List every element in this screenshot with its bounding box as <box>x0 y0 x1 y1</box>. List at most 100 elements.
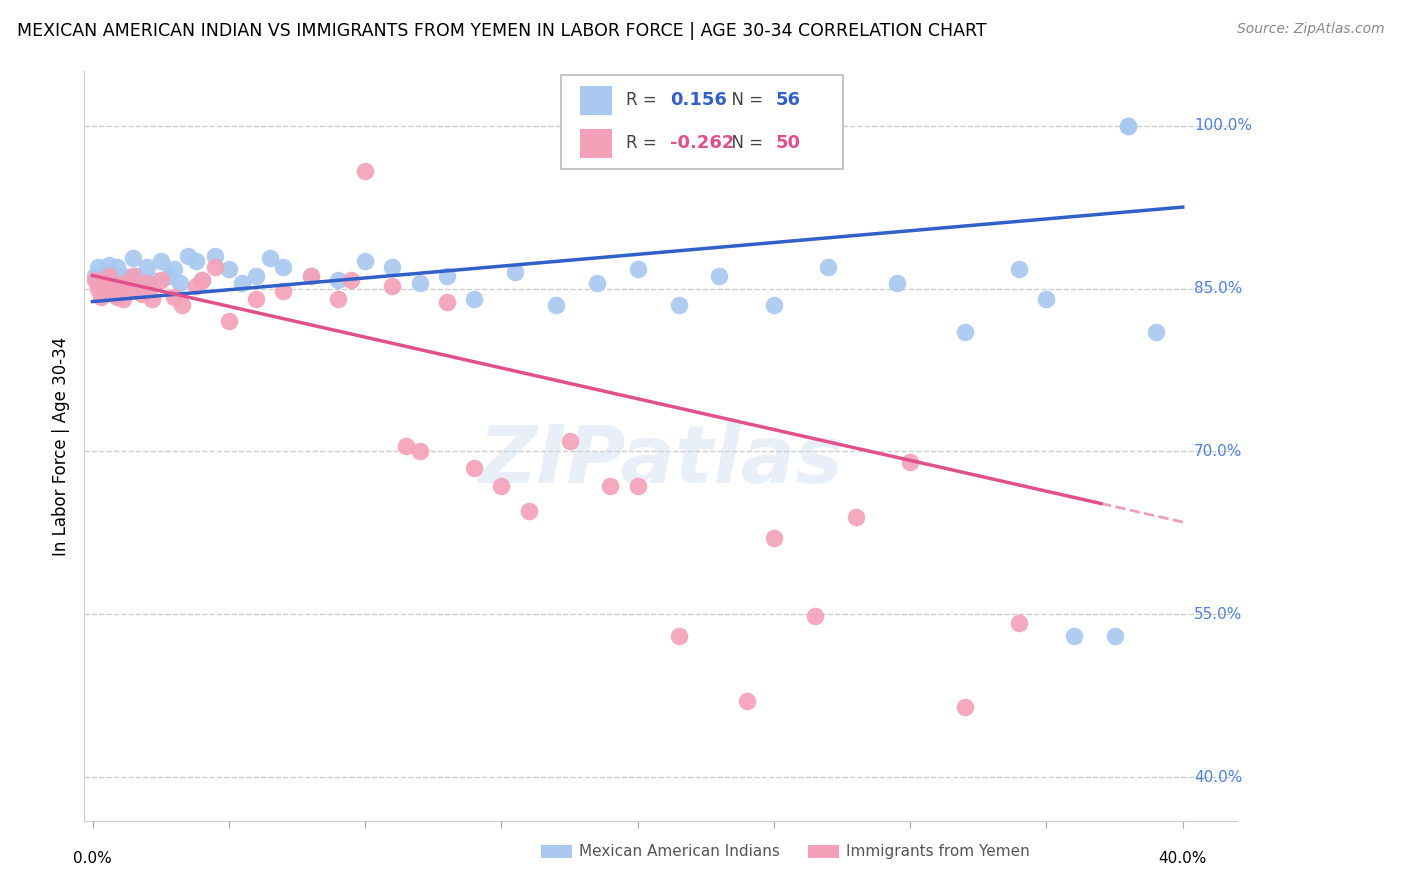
Point <box>1116 119 1139 133</box>
Text: Source: ZipAtlas.com: Source: ZipAtlas.com <box>1237 22 1385 37</box>
Point <box>627 479 650 493</box>
Text: R =: R = <box>626 91 662 110</box>
Text: 40.0%: 40.0% <box>1194 770 1243 785</box>
Point <box>804 609 827 624</box>
Point <box>326 293 349 307</box>
Y-axis label: In Labor Force | Age 30-34: In Labor Force | Age 30-34 <box>52 336 70 556</box>
Point <box>100 276 122 290</box>
Point <box>163 262 186 277</box>
Point <box>668 298 690 312</box>
Point <box>1144 325 1167 339</box>
Point <box>149 254 172 268</box>
Point <box>136 260 159 274</box>
Point <box>184 254 207 268</box>
Point <box>886 276 908 290</box>
Point <box>218 314 240 328</box>
Bar <box>581 129 613 158</box>
Point <box>141 273 163 287</box>
Point <box>90 275 112 289</box>
Point <box>408 276 430 290</box>
Text: 70.0%: 70.0% <box>1194 444 1243 458</box>
Text: MEXICAN AMERICAN INDIAN VS IMMIGRANTS FROM YEMEN IN LABOR FORCE | AGE 30-34 CORR: MEXICAN AMERICAN INDIAN VS IMMIGRANTS FR… <box>17 22 987 40</box>
Point <box>953 699 976 714</box>
Text: 0.156: 0.156 <box>671 91 727 110</box>
Text: 0.0%: 0.0% <box>73 851 112 866</box>
Text: -0.262: -0.262 <box>671 135 734 153</box>
Point <box>90 290 112 304</box>
Point <box>122 251 145 265</box>
Point <box>97 268 120 283</box>
Point <box>117 284 139 298</box>
Point <box>953 325 976 339</box>
Point <box>817 260 839 274</box>
Point <box>436 268 458 283</box>
Point <box>299 268 322 283</box>
Point <box>1035 293 1057 307</box>
Point <box>354 164 377 178</box>
Text: Immigrants from Yemen: Immigrants from Yemen <box>846 845 1031 859</box>
Point <box>84 268 107 283</box>
Point <box>231 276 253 290</box>
Text: 55.0%: 55.0% <box>1194 607 1243 622</box>
Point <box>105 290 128 304</box>
Point <box>381 279 404 293</box>
Point <box>245 293 267 307</box>
Point <box>1104 629 1126 643</box>
Point <box>125 268 148 283</box>
Text: 56: 56 <box>776 91 801 110</box>
Point <box>218 262 240 277</box>
Text: N =: N = <box>721 135 768 153</box>
Point <box>117 273 139 287</box>
Point <box>585 276 607 290</box>
Bar <box>581 87 613 115</box>
Point <box>111 268 134 283</box>
Point <box>172 298 194 312</box>
Point <box>141 293 163 307</box>
Point <box>463 293 485 307</box>
Point <box>190 273 212 287</box>
FancyBboxPatch shape <box>561 75 844 169</box>
Point <box>558 434 581 448</box>
Point <box>354 254 377 268</box>
Point <box>177 249 200 263</box>
Text: 85.0%: 85.0% <box>1194 281 1243 296</box>
Point <box>204 260 226 274</box>
Point <box>97 258 120 272</box>
Point <box>245 268 267 283</box>
Point <box>395 439 418 453</box>
Point <box>169 276 191 290</box>
Point <box>108 279 131 293</box>
Point <box>190 273 212 287</box>
Text: 100.0%: 100.0% <box>1194 118 1251 133</box>
Text: ZIPatlas: ZIPatlas <box>478 422 844 500</box>
Point <box>149 273 172 287</box>
Point <box>114 284 136 298</box>
Point <box>96 284 118 298</box>
Point <box>204 249 226 263</box>
Point <box>381 260 404 274</box>
Point <box>114 276 136 290</box>
Point <box>1116 119 1139 133</box>
Point <box>273 284 295 298</box>
Point <box>898 455 921 469</box>
Point <box>100 279 122 293</box>
Point <box>105 260 128 274</box>
Point <box>408 444 430 458</box>
Text: 50: 50 <box>776 135 801 153</box>
Point <box>1008 262 1031 277</box>
Point <box>1008 615 1031 630</box>
Point <box>87 281 110 295</box>
Point <box>131 287 153 301</box>
Point <box>96 265 118 279</box>
Point <box>544 298 567 312</box>
Point <box>93 284 115 298</box>
Point <box>87 260 110 274</box>
Point <box>1063 629 1085 643</box>
Text: R =: R = <box>626 135 662 153</box>
Point <box>103 281 125 295</box>
Point <box>184 279 207 293</box>
Point <box>326 273 349 287</box>
Point <box>517 504 540 518</box>
Point <box>122 268 145 283</box>
Point <box>668 629 690 643</box>
